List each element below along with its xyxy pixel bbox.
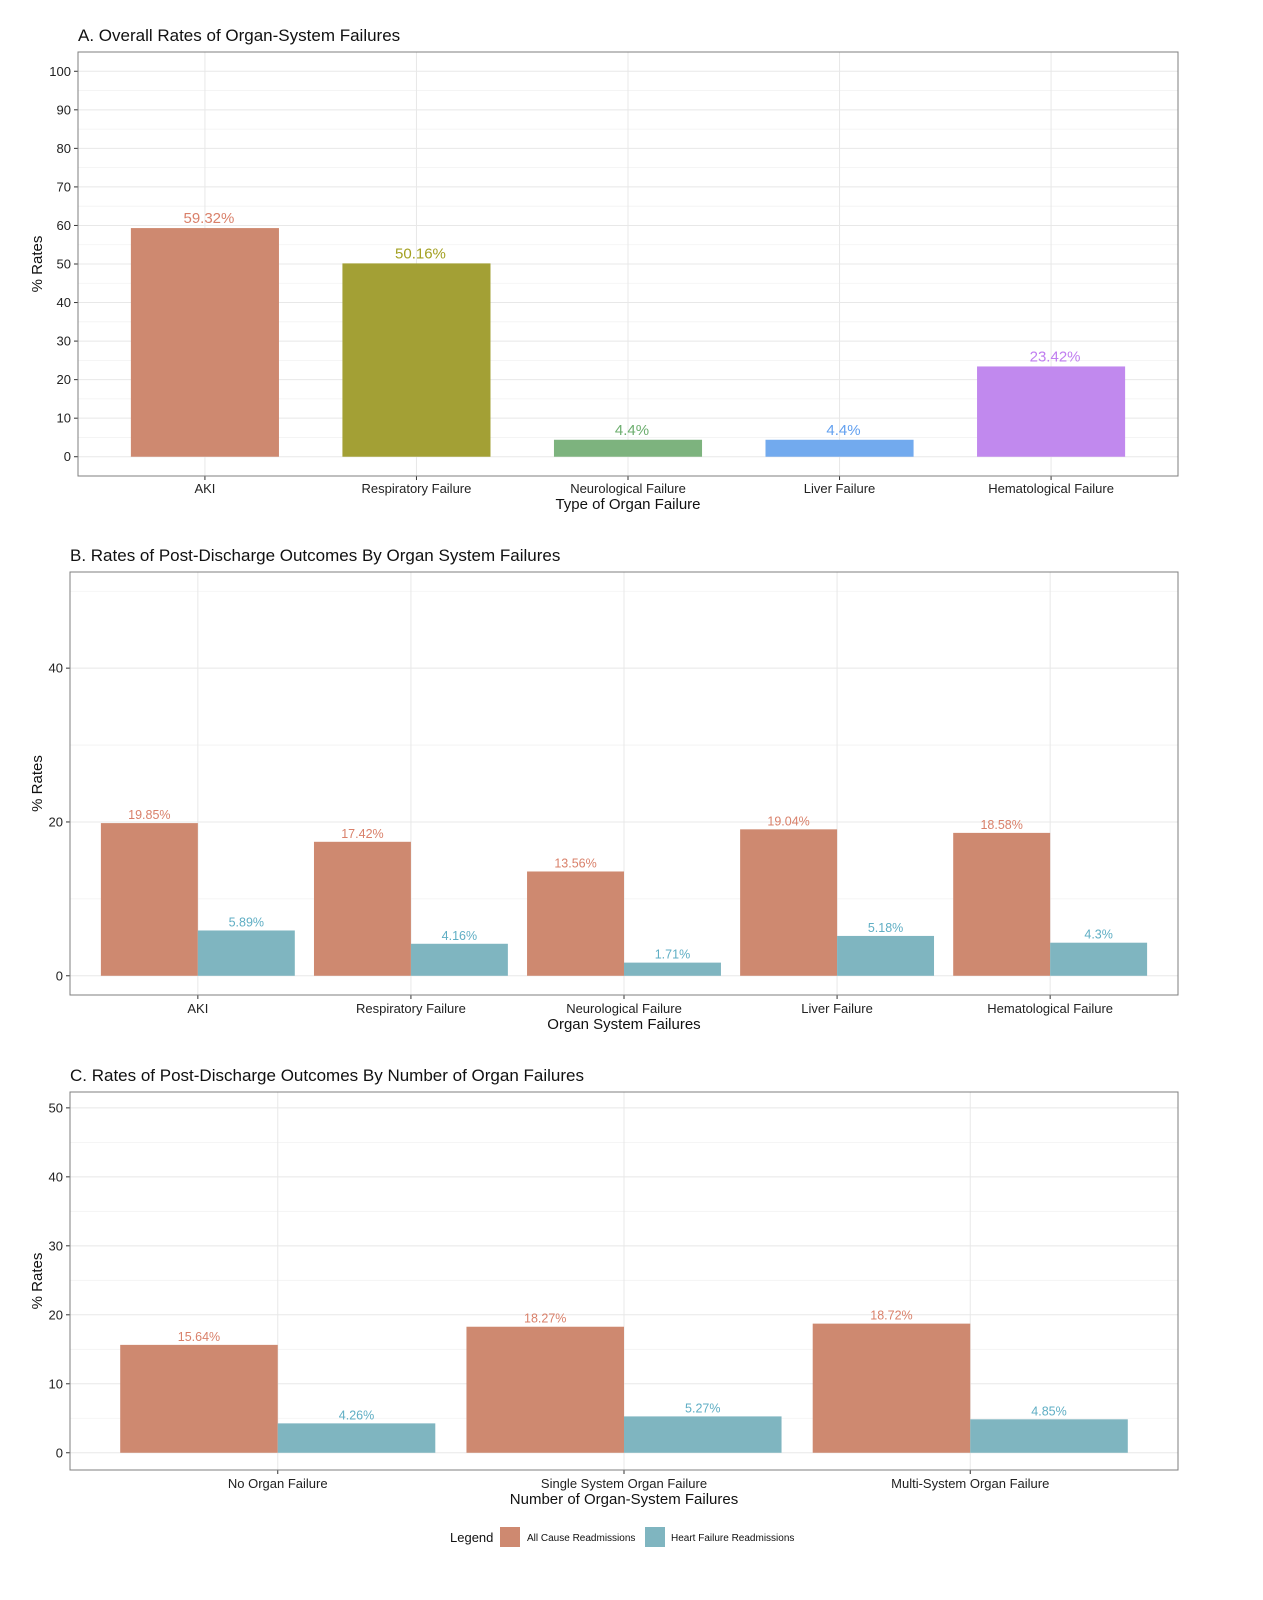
x-tick-label: Hematological Failure [987, 1001, 1113, 1016]
panel-title: B. Rates of Post-Discharge Outcomes By O… [70, 546, 560, 565]
bar-all-cause [466, 1326, 624, 1453]
data-label: 4.85% [1031, 1404, 1066, 1418]
plot-frame [77, 51, 1179, 477]
y-axis-title: % Rates [29, 1253, 46, 1310]
y-tick-label: 10 [49, 1376, 63, 1391]
data-label: 23.42% [1030, 348, 1081, 365]
bar-all-cause [120, 1344, 278, 1453]
bar-heart-failure [970, 1419, 1128, 1453]
y-tick-label: 50 [57, 257, 71, 272]
data-label: 19.85% [128, 808, 170, 822]
data-label: 5.89% [229, 915, 264, 929]
data-label: 13.56% [554, 856, 596, 870]
bar-heart-failure [197, 930, 295, 976]
data-label: 4.3% [1084, 928, 1113, 942]
y-tick-label: 30 [57, 334, 71, 349]
y-tick-label: 40 [57, 295, 71, 310]
x-tick-label: Hematological Failure [988, 481, 1114, 496]
bar-heart-failure [624, 1416, 782, 1453]
bar-aki [130, 228, 279, 457]
data-label: 18.58% [980, 818, 1022, 832]
bar-hematological-failure [977, 366, 1126, 457]
y-tick-label: 20 [49, 814, 63, 829]
bar-all-cause [527, 871, 624, 976]
bar-heart-failure [624, 962, 721, 976]
x-tick-label: Neurological Failure [566, 1001, 682, 1016]
panel-b: 0 20 40 19.85% 5.89% AKI 17.42% 4.16% Respirator… [29, 546, 1179, 1033]
legend-title: Legend [450, 1530, 493, 1545]
bar-neurological-failure [553, 439, 703, 457]
y-tick-label: 30 [49, 1238, 63, 1253]
y-tick-label: 50 [49, 1100, 63, 1115]
panel-c: 0 10 20 30 40 50 15.64% 4.26% No Organ Failure 18… [29, 1066, 1179, 1508]
data-label: 4.16% [442, 929, 477, 943]
bar-all-cause [100, 823, 198, 976]
data-label: 15.64% [178, 1330, 220, 1344]
x-tick-label: No Organ Failure [228, 1476, 328, 1491]
y-tick-label: 0 [56, 968, 63, 983]
bar-heart-failure [1050, 942, 1148, 976]
x-tick-label: Single System Organ Failure [541, 1476, 707, 1491]
data-label: 50.16% [395, 245, 446, 262]
panel-title: C. Rates of Post-Discharge Outcomes By N… [70, 1066, 584, 1085]
data-label: 19.04% [767, 814, 809, 828]
y-tick-label: 70 [57, 179, 71, 194]
x-tick-label: Neurological Failure [570, 481, 686, 496]
x-tick-label: Multi-System Organ Failure [891, 1476, 1049, 1491]
bar-respiratory-failure [342, 263, 491, 457]
plot-frame [69, 1091, 1179, 1471]
x-axis-title: Number of Organ-System Failures [510, 1491, 738, 1508]
data-label: 17.42% [341, 827, 383, 841]
legend-swatch [645, 1527, 665, 1547]
y-tick-label: 90 [57, 102, 71, 117]
x-tick-label: AKI [194, 481, 215, 496]
x-tick-label: Liver Failure [804, 481, 876, 496]
y-axis-title: % Rates [29, 755, 46, 812]
data-label: 59.32% [183, 210, 234, 227]
data-label: 5.18% [868, 921, 903, 935]
plot-frame [69, 571, 1179, 996]
x-tick-label: AKI [187, 1001, 208, 1016]
y-tick-label: 40 [49, 1169, 63, 1184]
bar-liver-failure [765, 439, 914, 457]
bar-heart-failure [410, 943, 508, 976]
data-label: 18.72% [870, 1309, 912, 1323]
bar-heart-failure [277, 1423, 436, 1453]
y-tick-label: 0 [56, 1445, 63, 1460]
panel-title: A. Overall Rates of Organ-System Failure… [78, 26, 400, 45]
y-tick-label: 20 [57, 372, 71, 387]
bar-all-cause [953, 832, 1051, 976]
data-label: 4.4% [615, 422, 649, 439]
data-label: 1.71% [655, 948, 690, 962]
y-tick-label: 100 [49, 64, 71, 79]
panel-a: 0 10 20 30 40 50 60 70 80 90 100 59.32% AKI 50.16% Res… [29, 26, 1179, 513]
y-tick-label: 40 [49, 661, 63, 676]
legend-swatch [500, 1527, 520, 1547]
x-axis-title: Organ System Failures [547, 1016, 700, 1033]
legend-label: All Cause Readmissions [527, 1533, 635, 1544]
y-tick-label: 20 [49, 1307, 63, 1322]
data-label: 4.26% [339, 1408, 374, 1422]
legend: Legend All Cause Readmissions Heart Failur… [450, 1527, 794, 1547]
data-label: 5.27% [685, 1401, 720, 1415]
y-tick-label: 10 [57, 411, 71, 426]
data-label: 4.4% [826, 422, 860, 439]
y-axis-title: % Rates [29, 236, 46, 293]
bar-all-cause [313, 841, 411, 976]
data-label: 18.27% [524, 1312, 566, 1326]
bar-all-cause [740, 829, 838, 976]
bar-heart-failure [837, 935, 935, 976]
x-tick-label: Respiratory Failure [362, 481, 472, 496]
y-tick-label: 0 [64, 449, 71, 464]
x-axis-title: Type of Organ Failure [555, 496, 700, 513]
x-tick-label: Respiratory Failure [356, 1001, 466, 1016]
x-tick-label: Liver Failure [801, 1001, 873, 1016]
y-tick-label: 60 [57, 218, 71, 233]
legend-label: Heart Failure Readmissions [671, 1533, 794, 1544]
y-tick-label: 80 [57, 141, 71, 156]
bar-all-cause [812, 1323, 971, 1453]
